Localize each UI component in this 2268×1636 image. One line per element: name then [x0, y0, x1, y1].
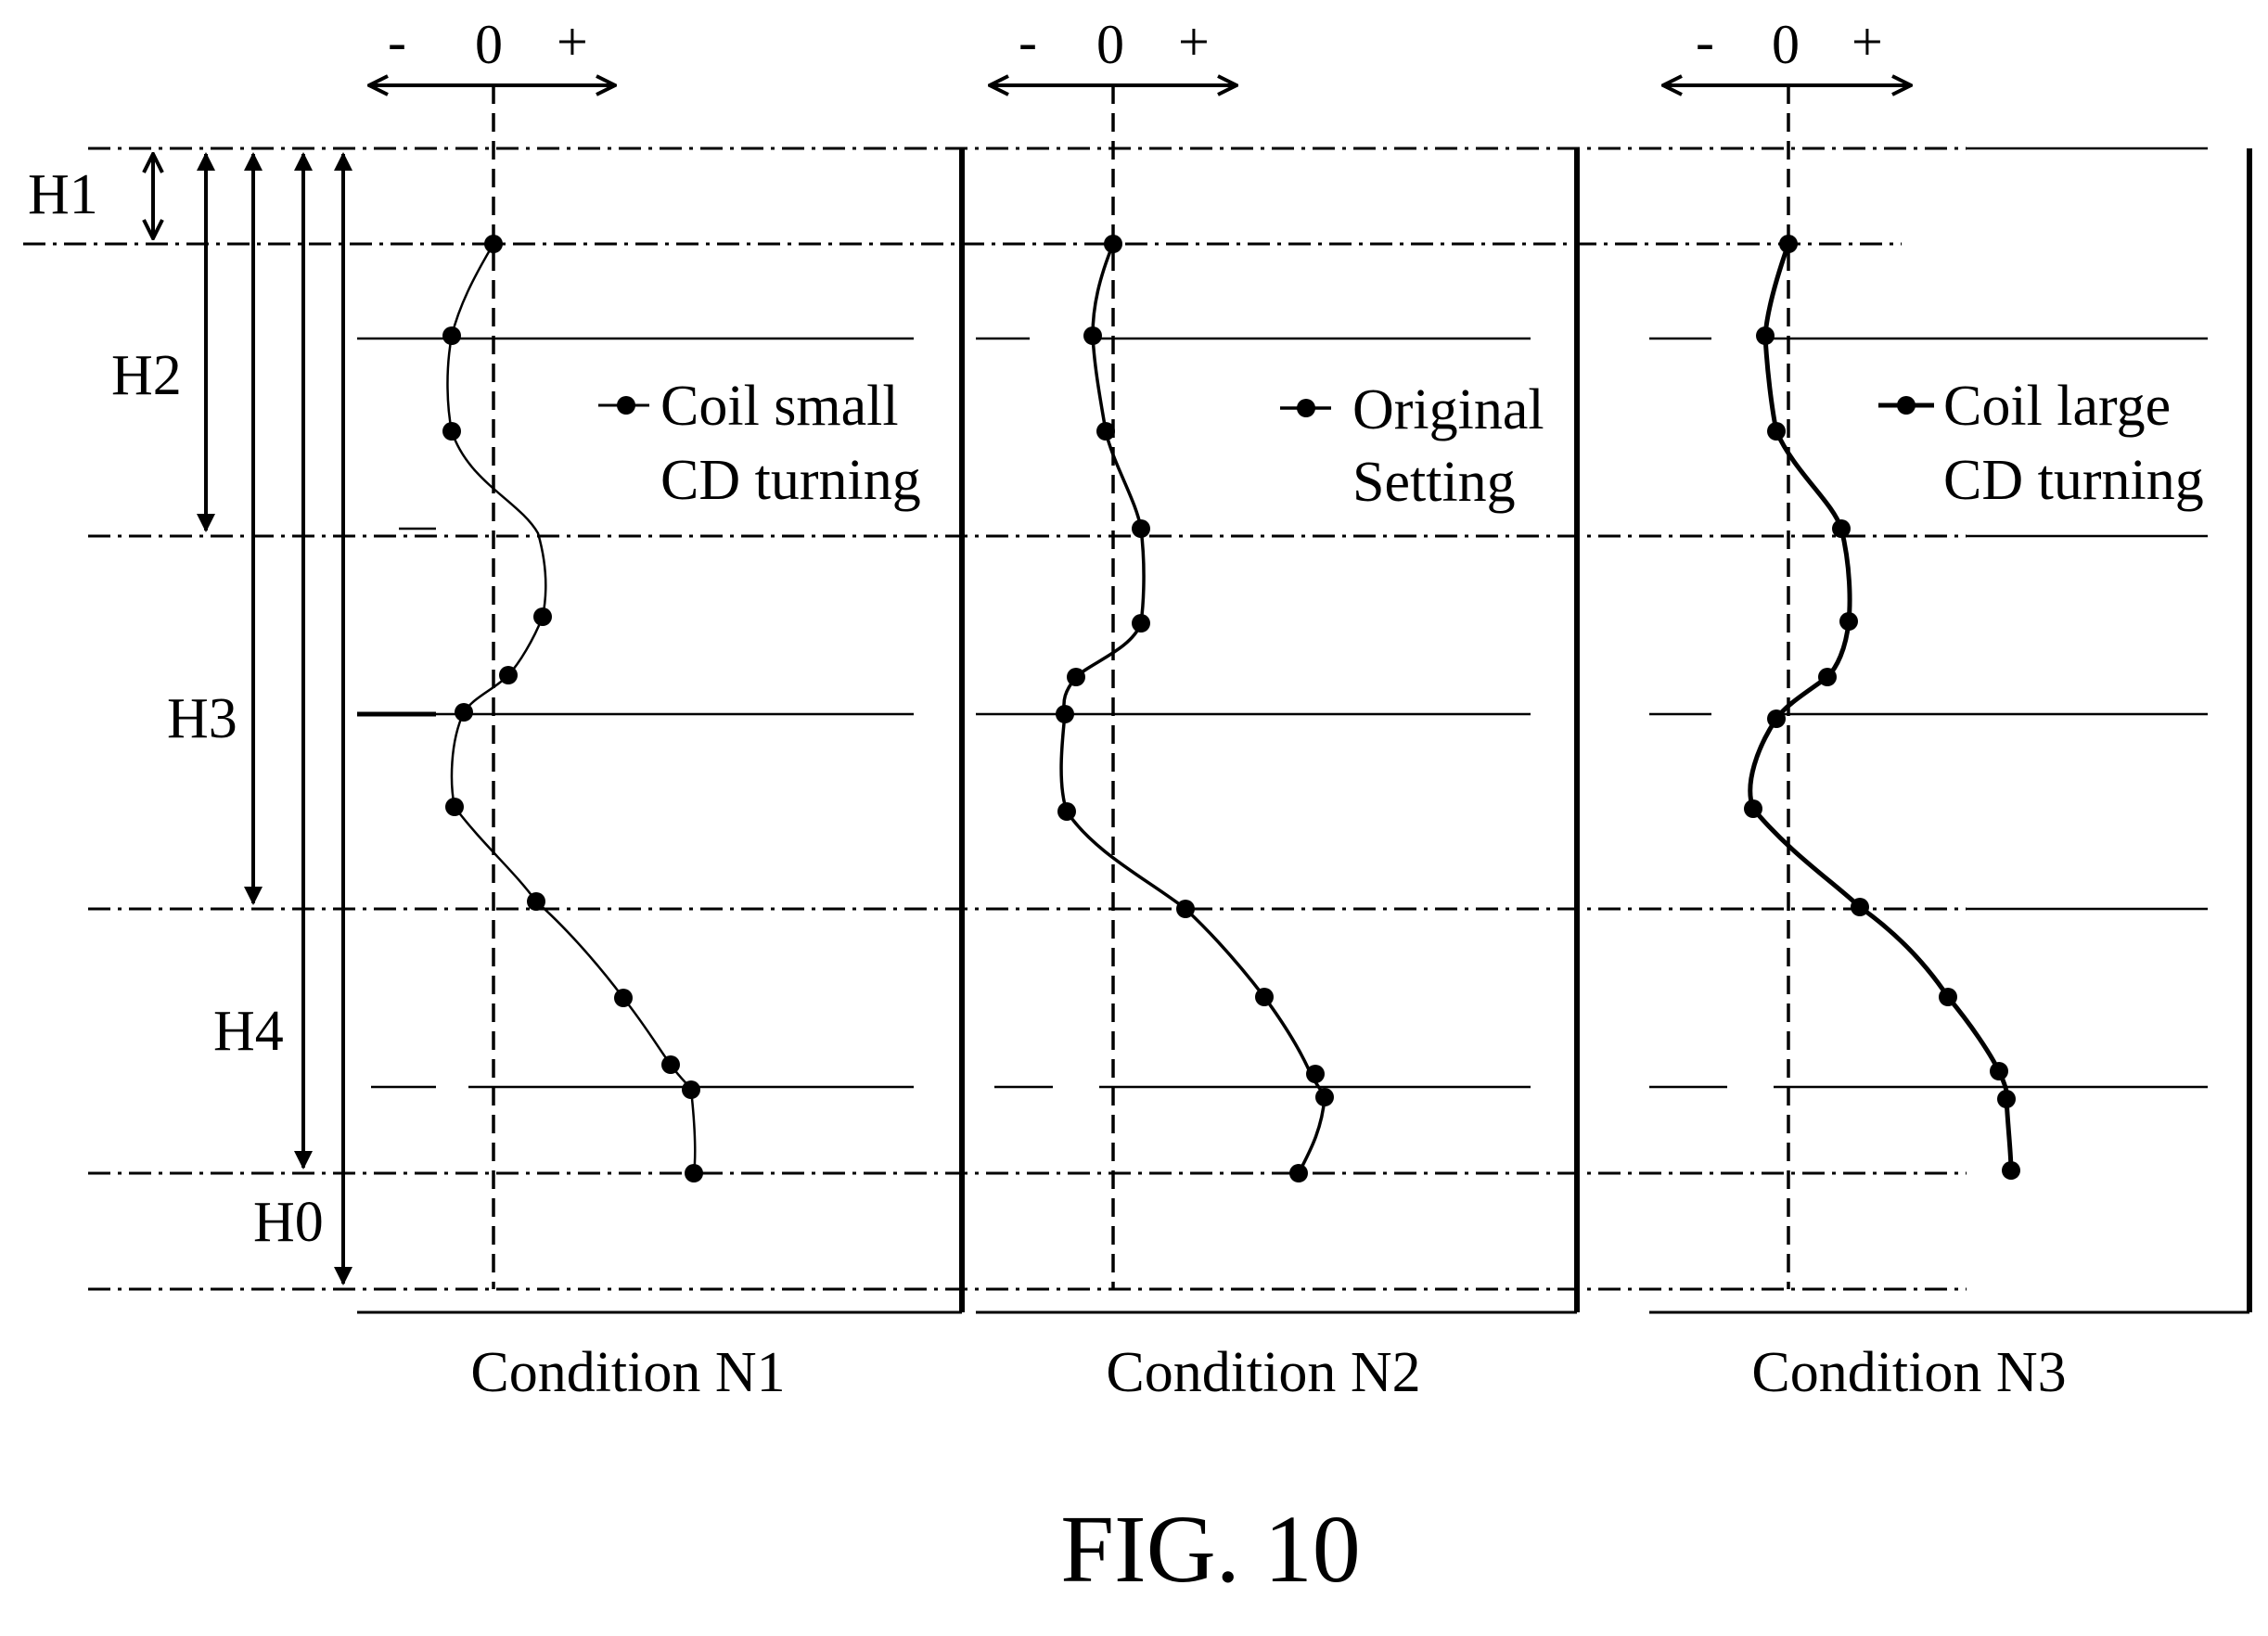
legend-dot-marker: [617, 396, 635, 415]
legend-label-line2: CD turning: [1943, 449, 2204, 512]
data-point: [1056, 705, 1074, 723]
legend-label-line2: CD turning: [660, 449, 921, 512]
legend-label-line2: Setting: [1352, 451, 1516, 514]
legend-label-line1: Coil small: [660, 375, 899, 438]
deviation-curve: [446, 243, 697, 1174]
data-points: [1056, 235, 1334, 1182]
data-point: [1289, 1164, 1308, 1182]
data-point: [1939, 988, 1957, 1006]
panel-condition-n1: - 0 +: [357, 11, 965, 1404]
data-point: [455, 703, 473, 722]
data-point: [685, 1164, 703, 1182]
condition-label: Condition N1: [470, 1341, 785, 1404]
data-point: [682, 1080, 700, 1099]
data-points: [442, 235, 703, 1182]
data-point: [533, 607, 552, 626]
level-boundaries: [23, 147, 1967, 1291]
sub-level-lines: [1649, 337, 2208, 1089]
zero-symbol: 0: [1772, 14, 1800, 75]
data-point: [1067, 668, 1085, 686]
legend-label-line1: Original: [1352, 378, 1544, 441]
panel-condition-n2: - 0 +: [976, 11, 1580, 1404]
data-point: [442, 326, 461, 345]
scale-header: - 0 +: [1663, 11, 1911, 85]
panel-condition-n3: - 0 +: [1649, 11, 2252, 1404]
condition-label: Condition N3: [1751, 1341, 2066, 1404]
zero-symbol: 0: [475, 14, 503, 75]
minus-symbol: -: [388, 11, 406, 72]
minus-symbol: -: [1019, 11, 1037, 72]
data-point: [442, 422, 461, 441]
data-point: [1767, 709, 1786, 728]
data-point: [1756, 326, 1775, 345]
legend-dot-marker: [1297, 399, 1315, 417]
data-point: [484, 235, 503, 253]
scale-header: - 0 +: [990, 11, 1237, 85]
data-point: [1306, 1065, 1325, 1083]
legend-dot-marker: [1897, 396, 1916, 415]
data-point: [1132, 614, 1150, 633]
data-point: [1315, 1088, 1334, 1106]
legend-label-line1: Coil large: [1943, 375, 2171, 438]
data-point: [1083, 326, 1102, 345]
legend: Original Setting: [1280, 378, 1544, 514]
plus-symbol: +: [1178, 11, 1210, 72]
data-point: [1779, 235, 1798, 253]
data-point: [1057, 802, 1076, 821]
h0-label: H0: [253, 1191, 324, 1254]
h4-label: H4: [213, 1000, 284, 1063]
data-point: [1990, 1062, 2008, 1080]
h2-label: H2: [111, 344, 182, 407]
data-point: [1096, 422, 1115, 441]
data-point: [1832, 519, 1851, 538]
figure-caption: FIG. 10: [1060, 1496, 1361, 1603]
minus-symbol: -: [1696, 11, 1714, 72]
legend: Coil small CD turning: [598, 375, 921, 512]
condition-label: Condition N2: [1106, 1341, 1420, 1404]
h3-label: H3: [167, 687, 237, 750]
data-point: [1744, 799, 1762, 818]
data-point: [1767, 422, 1786, 441]
data-point: [1176, 900, 1195, 918]
data-point: [445, 798, 464, 816]
data-point: [2002, 1161, 2020, 1180]
data-point: [661, 1055, 680, 1074]
scale-header: - 0 +: [369, 11, 615, 85]
data-point: [1851, 898, 1869, 916]
h1-label: H1: [28, 163, 98, 226]
data-point: [1132, 519, 1150, 538]
plus-symbol: +: [557, 11, 588, 72]
zero-symbol: 0: [1096, 14, 1124, 75]
deviation-curve: [1059, 243, 1328, 1174]
level-continuations: [1967, 147, 2208, 911]
height-dimensions: [153, 152, 352, 1285]
data-point: [527, 892, 545, 911]
legend: Coil large CD turning: [1878, 375, 2204, 512]
data-point: [1255, 988, 1274, 1006]
data-point: [1839, 612, 1858, 631]
plus-symbol: +: [1852, 11, 1883, 72]
data-points: [1744, 235, 2020, 1180]
data-point: [499, 666, 518, 684]
data-point: [614, 989, 633, 1007]
data-point: [1997, 1090, 2016, 1108]
data-point: [1104, 235, 1122, 253]
data-point: [1818, 668, 1837, 686]
